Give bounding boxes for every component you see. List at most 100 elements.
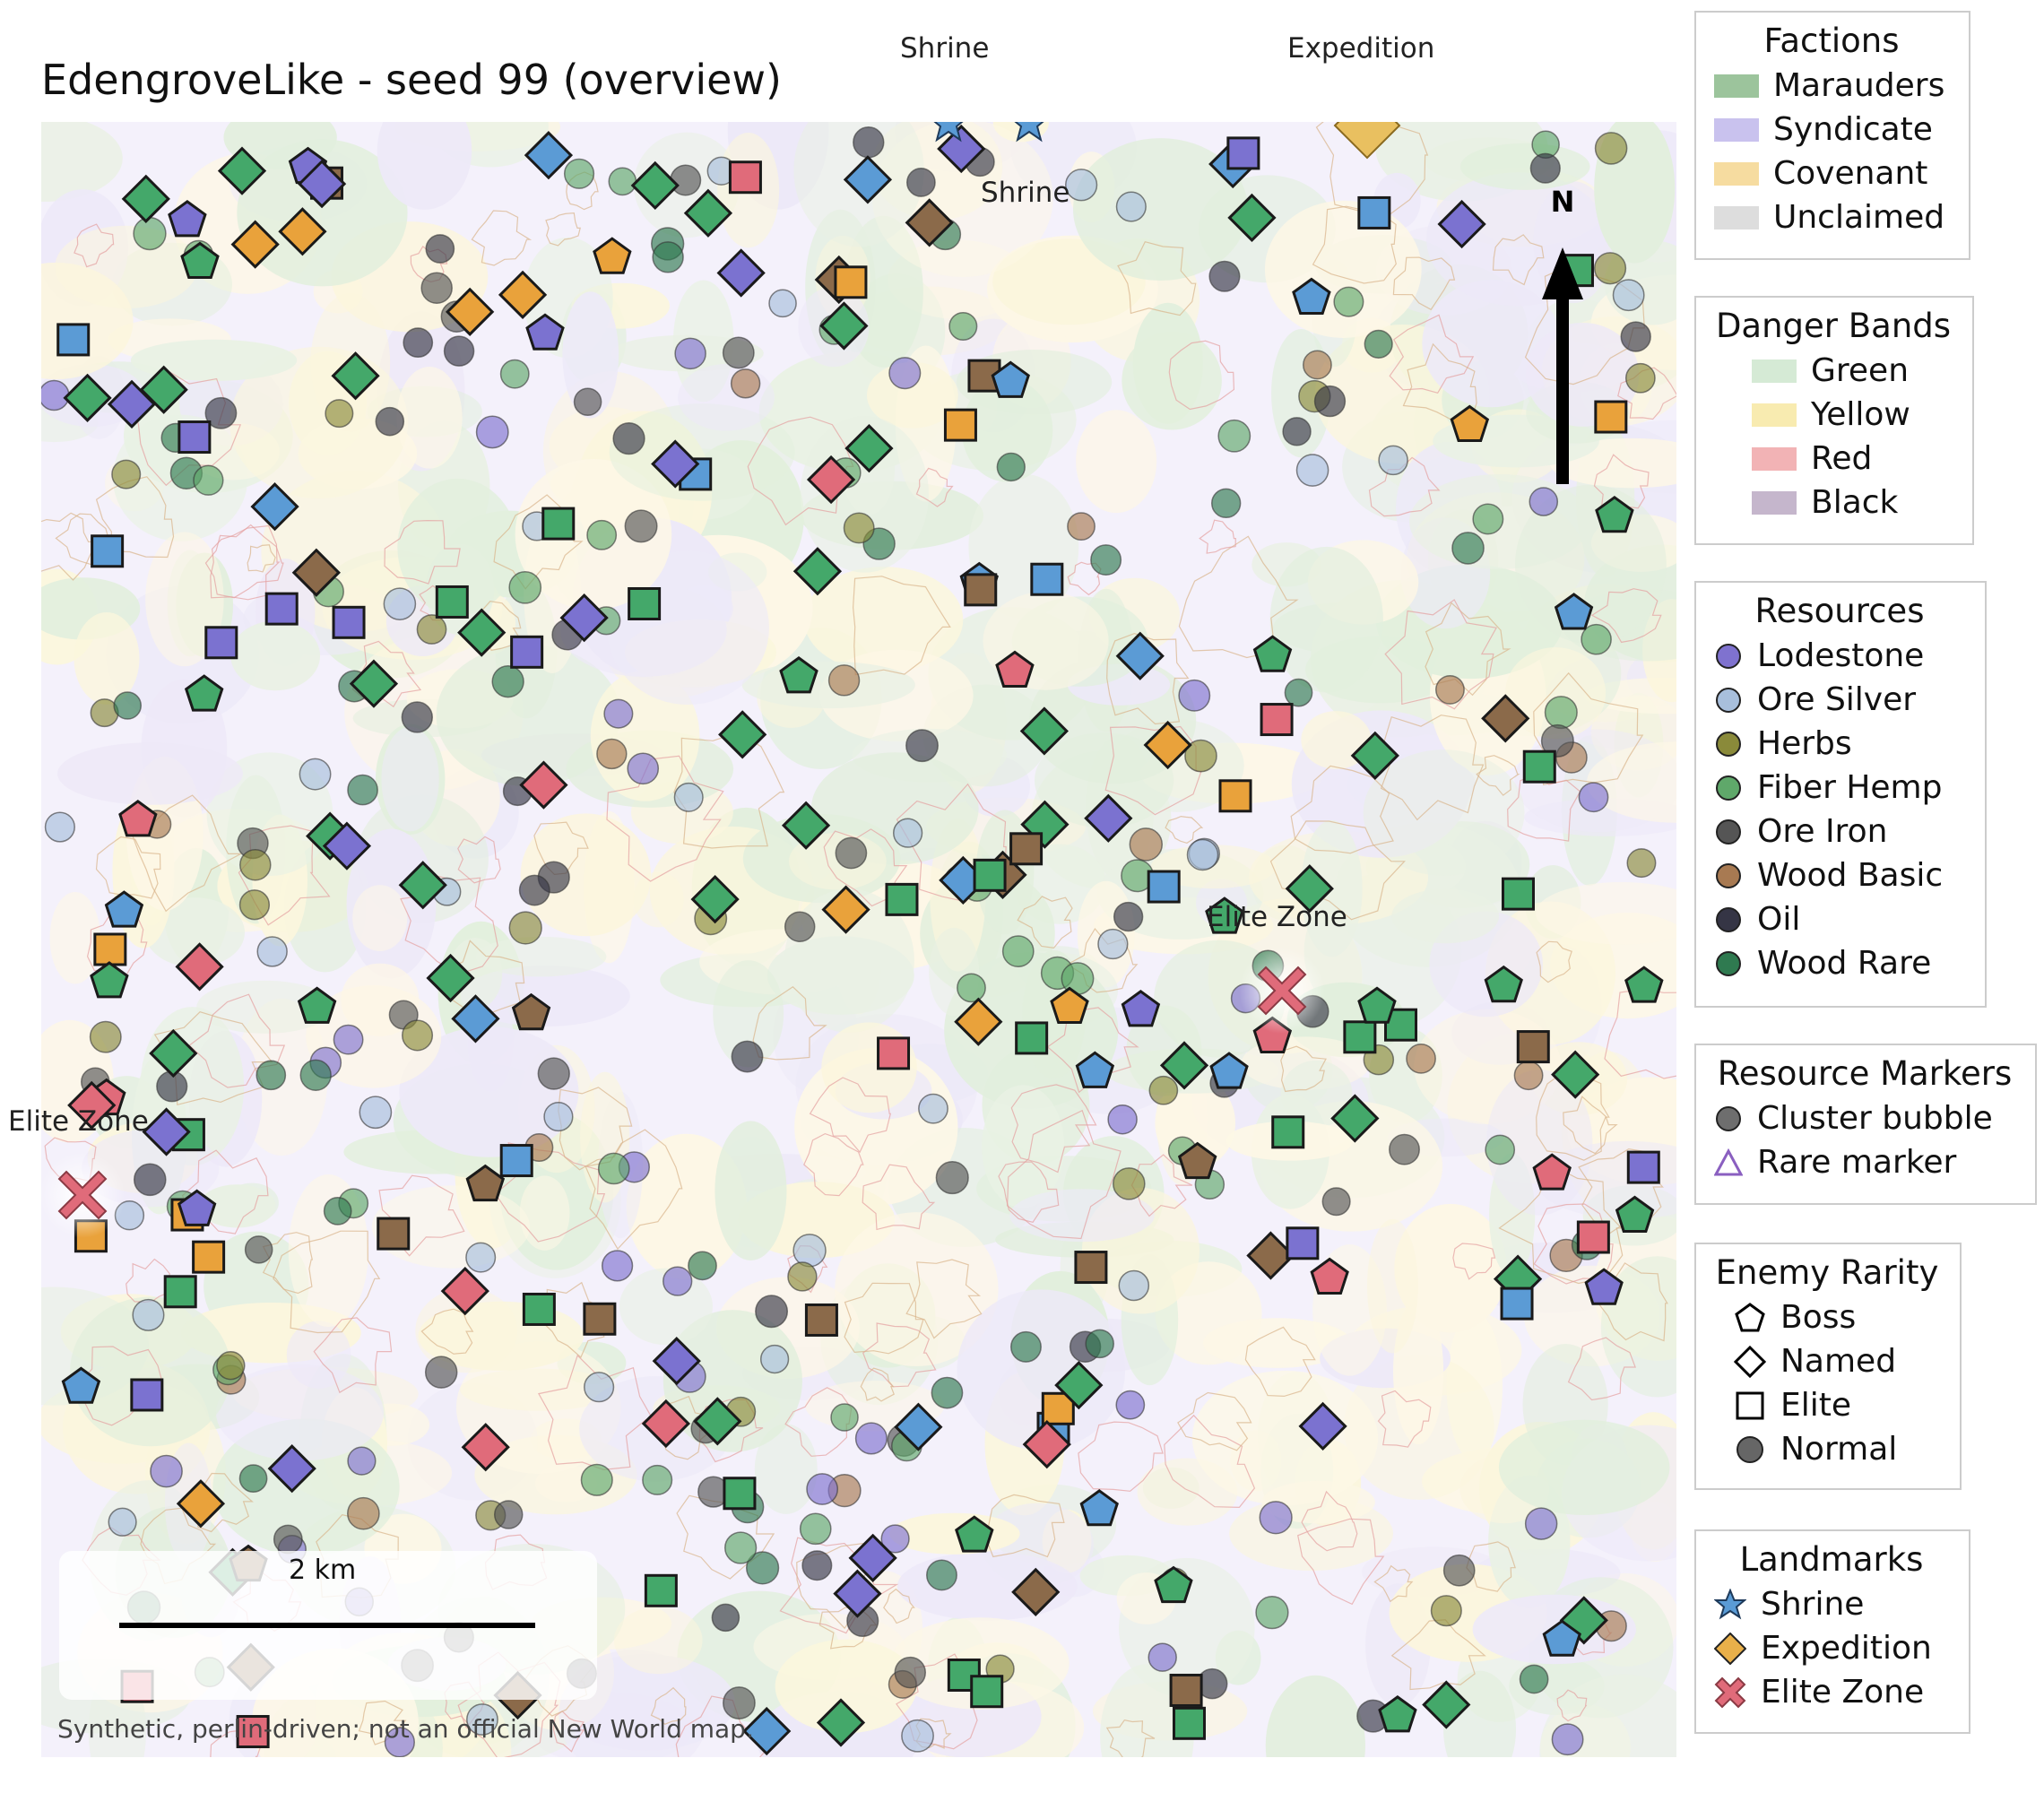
- enemy-diamond-marker[interactable]: [630, 160, 680, 211]
- enemy-square-marker[interactable]: [541, 507, 576, 541]
- enemy-diamond-marker[interactable]: [742, 1706, 792, 1756]
- enemy-pentagon-marker[interactable]: [1484, 965, 1523, 1003]
- enemy-diamond-marker[interactable]: [1159, 1041, 1209, 1090]
- enemy-diamond-marker[interactable]: [519, 760, 568, 810]
- enemy-pentagon-marker[interactable]: [1615, 1195, 1655, 1233]
- enemy-pentagon-marker[interactable]: [1450, 404, 1490, 442]
- enemy-diamond-marker[interactable]: [1115, 631, 1165, 680]
- enemy-square-marker[interactable]: [1594, 400, 1628, 434]
- enemy-diamond-marker[interactable]: [1422, 1680, 1471, 1729]
- enemy-square-marker[interactable]: [56, 323, 91, 357]
- enemy-diamond-marker[interactable]: [291, 548, 341, 597]
- enemy-square-marker[interactable]: [204, 626, 238, 660]
- enemy-diamond-marker[interactable]: [139, 365, 188, 414]
- enemy-pentagon-marker[interactable]: [511, 992, 551, 1031]
- expedition-marker[interactable]: [1333, 93, 1401, 160]
- enemy-diamond-marker[interactable]: [446, 287, 495, 336]
- enemy-diamond-marker[interactable]: [67, 1080, 117, 1130]
- enemy-diamond-marker[interactable]: [498, 270, 548, 319]
- enemy-square-marker[interactable]: [91, 534, 125, 568]
- enemy-diamond-marker[interactable]: [250, 482, 299, 532]
- enemy-diamond-marker[interactable]: [1298, 1401, 1347, 1451]
- enemy-diamond-marker[interactable]: [816, 1698, 866, 1747]
- enemy-diamond-marker[interactable]: [267, 1444, 316, 1494]
- enemy-square-marker[interactable]: [1626, 1150, 1660, 1184]
- enemy-pentagon-marker[interactable]: [297, 986, 337, 1024]
- enemy-diamond-marker[interactable]: [833, 1569, 882, 1618]
- enemy-diamond-marker[interactable]: [844, 423, 894, 473]
- enemy-square-marker[interactable]: [192, 1240, 226, 1274]
- enemy-square-marker[interactable]: [1226, 136, 1260, 170]
- enemy-pentagon-marker[interactable]: [465, 1164, 506, 1202]
- enemy-diamond-marker[interactable]: [176, 1479, 226, 1529]
- enemy-diamond-marker[interactable]: [651, 439, 700, 489]
- enemy-pentagon-marker[interactable]: [525, 313, 565, 351]
- enemy-pentagon-marker[interactable]: [118, 800, 158, 837]
- enemy-diamond-marker[interactable]: [142, 1107, 191, 1156]
- enemy-pentagon-marker[interactable]: [61, 1366, 101, 1404]
- enemy-pentagon-marker[interactable]: [1624, 966, 1664, 1003]
- enemy-square-marker[interactable]: [943, 408, 977, 442]
- enemy-diamond-marker[interactable]: [1022, 1419, 1071, 1469]
- enemy-diamond-marker[interactable]: [1011, 1567, 1061, 1616]
- enemy-square-marker[interactable]: [178, 420, 212, 455]
- enemy-square-marker[interactable]: [522, 1292, 556, 1326]
- enemy-square-marker[interactable]: [1030, 562, 1064, 596]
- enemy-pentagon-marker[interactable]: [168, 200, 207, 238]
- shrine-marker[interactable]: [930, 104, 967, 143]
- enemy-square-marker[interactable]: [1271, 1115, 1305, 1149]
- enemy-diamond-marker[interactable]: [322, 821, 372, 871]
- enemy-diamond-marker[interactable]: [1246, 1231, 1295, 1280]
- enemy-square-marker[interactable]: [723, 1477, 757, 1511]
- enemy-square-marker[interactable]: [804, 1303, 838, 1337]
- enemy-diamond-marker[interactable]: [457, 608, 507, 657]
- enemy-diamond-marker[interactable]: [1437, 199, 1486, 249]
- enemy-pentagon-marker[interactable]: [779, 656, 818, 694]
- enemy-pentagon-marker[interactable]: [1075, 1051, 1115, 1088]
- enemy-square-marker[interactable]: [1172, 1706, 1206, 1740]
- enemy-pentagon-marker[interactable]: [593, 237, 632, 274]
- enemy-diamond-marker[interactable]: [331, 351, 380, 401]
- enemy-pentagon-marker[interactable]: [1584, 1268, 1624, 1305]
- enemy-diamond-marker[interactable]: [461, 1423, 510, 1472]
- enemy-square-marker[interactable]: [499, 1144, 533, 1178]
- enemy-diamond-marker[interactable]: [440, 1266, 489, 1316]
- enemy-diamond-marker[interactable]: [690, 874, 740, 924]
- enemy-square-marker[interactable]: [377, 1217, 411, 1251]
- enemy-pentagon-marker[interactable]: [1209, 1052, 1249, 1089]
- enemy-pentagon-marker[interactable]: [1542, 1619, 1581, 1657]
- enemy-diamond-marker[interactable]: [781, 801, 831, 850]
- enemy-diamond-marker[interactable]: [821, 885, 870, 934]
- enemy-square-marker[interactable]: [1009, 832, 1044, 866]
- enemy-diamond-marker[interactable]: [1285, 864, 1334, 914]
- enemy-pentagon-marker[interactable]: [90, 961, 129, 999]
- shrine-marker[interactable]: [1010, 104, 1048, 143]
- enemy-square-marker[interactable]: [264, 592, 299, 626]
- enemy-pentagon-marker[interactable]: [1554, 593, 1594, 630]
- enemy-square-marker[interactable]: [1074, 1251, 1108, 1285]
- enemy-diamond-marker[interactable]: [1019, 706, 1069, 756]
- enemy-pentagon-marker[interactable]: [180, 241, 220, 279]
- enemy-diamond-marker[interactable]: [230, 220, 280, 269]
- enemy-diamond-marker[interactable]: [1227, 193, 1277, 243]
- enemy-square-marker[interactable]: [1500, 1286, 1534, 1321]
- enemy-square-marker[interactable]: [435, 585, 469, 619]
- enemy-square-marker[interactable]: [163, 1275, 197, 1309]
- enemy-diamond-marker[interactable]: [1084, 793, 1133, 843]
- elite-zone-marker[interactable]: [57, 1170, 108, 1220]
- enemy-diamond-marker[interactable]: [426, 953, 475, 1003]
- enemy-square-marker[interactable]: [1501, 877, 1535, 911]
- enemy-diamond-marker[interactable]: [1054, 1360, 1104, 1410]
- enemy-square-marker[interactable]: [1260, 703, 1294, 737]
- enemy-diamond-marker[interactable]: [1559, 1596, 1608, 1645]
- enemy-diamond-marker[interactable]: [693, 1397, 742, 1446]
- enemy-pentagon-marker[interactable]: [1050, 986, 1089, 1024]
- enemy-pentagon-marker[interactable]: [1205, 896, 1244, 934]
- enemy-square-marker[interactable]: [644, 1573, 678, 1607]
- enemy-diamond-marker[interactable]: [843, 155, 893, 204]
- enemy-diamond-marker[interactable]: [641, 1399, 690, 1449]
- enemy-pentagon-marker[interactable]: [1154, 1565, 1193, 1604]
- enemy-square-marker[interactable]: [1286, 1226, 1320, 1260]
- enemy-diamond-marker[interactable]: [1330, 1094, 1380, 1143]
- enemy-diamond-marker[interactable]: [217, 146, 267, 195]
